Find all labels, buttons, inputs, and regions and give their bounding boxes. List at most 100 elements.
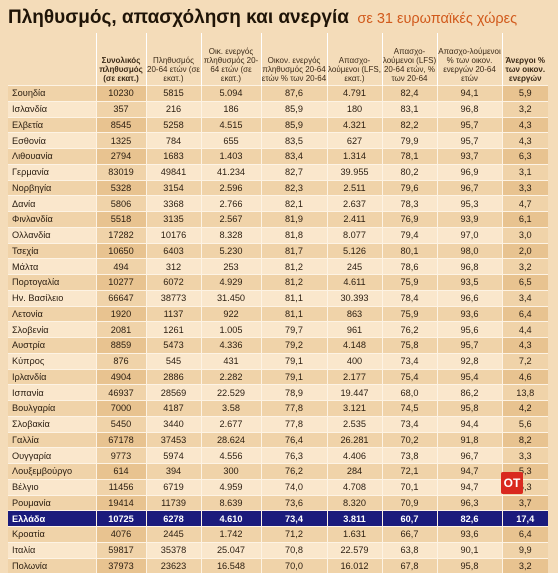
value-cell: 49841 xyxy=(145,163,201,180)
value-cell: 41.234 xyxy=(200,163,261,180)
value-cell: 93,7 xyxy=(436,148,502,165)
value-cell: 4076 xyxy=(95,526,146,543)
table-row: Ιταλία 59817 35378 25.047 70,8 22.579 63,8 90,1… xyxy=(8,541,548,558)
table-row: Ουγγαρία 9773 5974 4.556 76,3 4.406 73,8 96,7 3,… xyxy=(8,447,548,464)
country-cell: Λουξεμβούργο xyxy=(8,463,96,480)
value-cell: 6,5 xyxy=(501,274,548,291)
value-cell: 216 xyxy=(145,100,201,117)
value-cell: 3.58 xyxy=(200,400,261,417)
value-cell: 2.282 xyxy=(200,368,261,385)
country-cell: Φινλανδία xyxy=(8,211,96,228)
value-cell: 95,7 xyxy=(436,116,502,133)
value-cell: 79,6 xyxy=(381,179,437,196)
column-header-active-population-percent: Οικον. ενεργός πληθυσμός 20-64 ετών % τω… xyxy=(260,33,327,86)
value-cell: 2.677 xyxy=(200,415,261,432)
value-cell: 37453 xyxy=(145,431,201,448)
country-cell: Δανία xyxy=(8,195,96,212)
value-cell: 5815 xyxy=(145,85,201,102)
value-cell: 77,8 xyxy=(260,415,327,432)
value-cell: 67,8 xyxy=(381,557,437,573)
value-cell: 7000 xyxy=(95,400,146,417)
value-cell: 3,2 xyxy=(501,258,548,275)
value-cell: 4,3 xyxy=(501,337,548,354)
value-cell: 76,3 xyxy=(260,447,327,464)
value-cell: 73,4 xyxy=(381,352,437,369)
value-cell: 2445 xyxy=(145,526,201,543)
table-row: Ισλανδία 357 216 186 85,9 180 83,1 96,8 3,2 xyxy=(8,100,548,117)
value-cell: 1.403 xyxy=(200,148,261,165)
value-cell: 96,6 xyxy=(436,289,502,306)
value-cell: 1261 xyxy=(145,321,201,338)
value-cell: 2.535 xyxy=(326,415,382,432)
value-cell: 312 xyxy=(145,258,201,275)
table-row: Λιθουανία 2794 1683 1.403 83,4 1.314 78,1 93,7 6… xyxy=(8,148,548,165)
table-row: Σουηδία 10230 5815 5.094 87,6 4.791 82,4 94,1 5,… xyxy=(8,85,548,102)
value-cell: 5258 xyxy=(145,116,201,133)
country-cell: Σουηδία xyxy=(8,85,96,102)
value-cell: 82,1 xyxy=(260,195,327,212)
ot-logo: ΟΤ xyxy=(501,472,523,494)
value-cell: 98,0 xyxy=(436,242,502,259)
value-cell: 1.314 xyxy=(326,148,382,165)
table-row: Νορβηγία 5328 3154 2.596 82,3 2.511 79,6 96,7 3,… xyxy=(8,179,548,196)
value-cell: 4.929 xyxy=(200,274,261,291)
value-cell: 19414 xyxy=(95,494,146,511)
value-cell: 95,7 xyxy=(436,337,502,354)
value-cell: 19.447 xyxy=(326,384,382,401)
value-cell: 74,5 xyxy=(381,400,437,417)
value-cell: 1683 xyxy=(145,148,201,165)
country-cell: Ισλανδία xyxy=(8,100,96,117)
value-cell: 8.328 xyxy=(200,226,261,243)
title: Πληθυσμός, απασχόληση και ανεργία σε 31 … xyxy=(8,6,550,30)
value-cell: 8.077 xyxy=(326,226,382,243)
table-row: Βουλγαρία 7000 4187 3.58 77,8 3.121 74,5 95,8 4,… xyxy=(8,400,548,417)
value-cell: 4.610 xyxy=(200,510,261,527)
value-cell: 79,7 xyxy=(260,321,327,338)
value-cell: 4.791 xyxy=(326,85,382,102)
table-row: Πολωνία 37973 23623 16.548 70,0 16.012 67,8 95,… xyxy=(8,557,548,573)
value-cell: 3,0 xyxy=(501,226,548,243)
value-cell: 46937 xyxy=(95,384,146,401)
table-row: Τσεχία 10650 6403 5.230 81,7 5.126 80,1 98,0 2,0 xyxy=(8,242,548,259)
value-cell: 4.336 xyxy=(200,337,261,354)
value-cell: 95,8 xyxy=(436,557,502,573)
table-row: Πορτογαλία 10277 6072 4.929 81,2 4.611 75,9 93,… xyxy=(8,274,548,291)
value-cell: 2794 xyxy=(95,148,146,165)
value-cell: 494 xyxy=(95,258,146,275)
value-cell: 73,8 xyxy=(381,447,437,464)
value-cell: 75,4 xyxy=(381,368,437,385)
table-row: Ισπανία 46937 28569 22.529 78,9 19.447 68,0 86,… xyxy=(8,384,548,401)
value-cell: 2886 xyxy=(145,368,201,385)
value-cell: 95,7 xyxy=(436,132,502,149)
value-cell: 93,9 xyxy=(436,211,502,228)
value-cell: 94,7 xyxy=(436,478,502,495)
value-cell: 3135 xyxy=(145,211,201,228)
value-cell: 3,3 xyxy=(501,179,548,196)
value-cell: 22.579 xyxy=(326,541,382,558)
column-header-country xyxy=(8,33,96,86)
value-cell: 6,1 xyxy=(501,211,548,228)
value-cell: 5518 xyxy=(95,211,146,228)
value-cell: 2.511 xyxy=(326,179,382,196)
value-cell: 784 xyxy=(145,132,201,149)
value-cell: 4.556 xyxy=(200,447,261,464)
country-cell: Πολωνία xyxy=(8,557,96,573)
country-cell: Ρουμανία xyxy=(8,494,96,511)
table-row: Σλοβακία 5450 3440 2.677 77,8 2.535 73,4 94,4 5,… xyxy=(8,415,548,432)
value-cell: 72,1 xyxy=(381,463,437,480)
value-cell: 4,3 xyxy=(501,116,548,133)
value-cell: 70,1 xyxy=(381,478,437,495)
value-cell: 3,3 xyxy=(501,447,548,464)
value-cell: 6,4 xyxy=(501,526,548,543)
value-cell: 75,9 xyxy=(381,305,437,322)
value-cell: 4904 xyxy=(95,368,146,385)
table-row: Βέλγιο 11456 6719 4.959 74,0 4.708 70,1 94,7 5,3 xyxy=(8,478,548,495)
value-cell: 82,2 xyxy=(381,116,437,133)
value-cell: 78,1 xyxy=(381,148,437,165)
column-header-unemployed-percent: Άνεργοι % των οικον. ενεργών xyxy=(501,33,548,86)
value-cell: 81,7 xyxy=(260,242,327,259)
value-cell: 81,8 xyxy=(260,226,327,243)
value-cell: 74,0 xyxy=(260,478,327,495)
column-header-employed-of-active: Απασχο-λούμενοι % των οικον. ενεργών 20-… xyxy=(436,33,502,86)
value-cell: 86,2 xyxy=(436,384,502,401)
